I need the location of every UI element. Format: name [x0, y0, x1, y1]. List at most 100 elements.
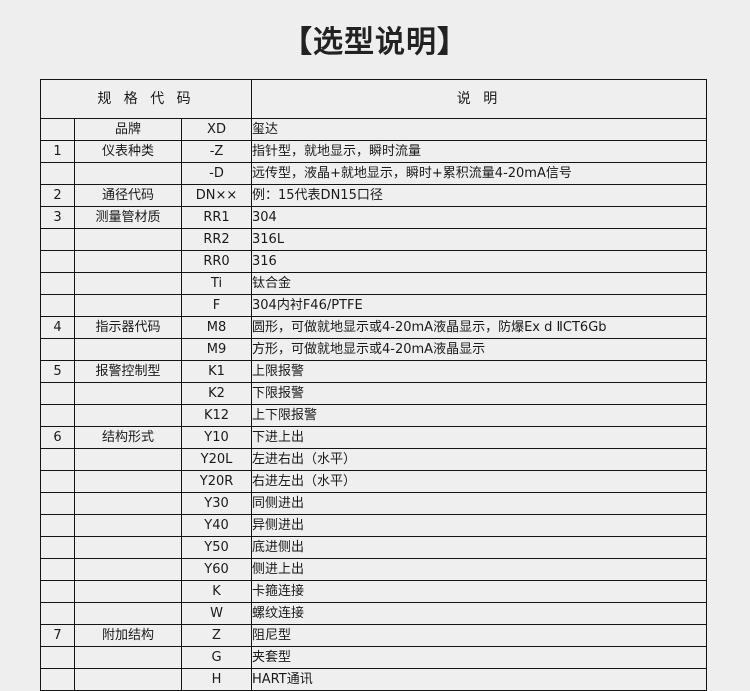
table-row: RR2 316L	[40, 228, 708, 251]
table-row: -D 远传型，液晶+就地显示，瞬时+累积流量4-20mA信号	[40, 162, 708, 185]
row-index-cell	[40, 448, 75, 471]
row-name-cell	[74, 294, 182, 317]
row-name-cell	[74, 646, 182, 669]
row-index-cell	[40, 294, 75, 317]
table-row: K 卡箍连接	[40, 580, 708, 603]
table-row: Y50 底进侧出	[40, 536, 708, 559]
row-code-cell: Ti	[180, 272, 253, 295]
page-title: 【选型说明】	[282, 25, 468, 60]
row-description-cell: 例：15代表DN15口径	[251, 184, 708, 207]
row-code-cell: W	[180, 602, 253, 625]
table-row: H HART通讯	[40, 668, 708, 691]
row-name-cell: 报警控制型	[74, 360, 182, 383]
row-name-cell	[74, 470, 182, 493]
row-name-cell	[74, 580, 182, 603]
row-description-cell: 指针型，就地显示，瞬时流量	[251, 140, 708, 163]
table-row: G 夹套型	[40, 646, 708, 669]
row-code-cell: RR2	[180, 228, 253, 251]
row-index-cell	[40, 602, 75, 625]
row-index-cell	[40, 272, 75, 295]
row-name-cell	[74, 404, 182, 427]
row-index-cell	[40, 338, 75, 361]
row-description-cell: 316	[251, 250, 708, 273]
table-row: 2 通径代码 DN×× 例：15代表DN15口径	[40, 184, 708, 207]
row-name-cell	[74, 250, 182, 273]
row-description-cell: 上限报警	[251, 360, 708, 383]
row-code-cell: Y20R	[180, 470, 253, 493]
row-index-cell: 4	[40, 316, 75, 339]
row-index-cell	[40, 668, 75, 691]
table-row: Y20R 右进左出（水平）	[40, 470, 708, 493]
row-index-cell: 5	[40, 360, 75, 383]
row-index-cell: 3	[40, 206, 75, 229]
row-name-cell	[74, 558, 182, 581]
row-code-cell: Y20L	[180, 448, 253, 471]
row-description-cell: 右进左出（水平）	[251, 470, 708, 493]
specification-table: 规 格 代 码 说 明 品牌 XD 玺达 1 仪表种类 -Z 指针型，就地显示，瞬时流量 -D…	[39, 79, 708, 691]
row-description-cell: 夹套型	[251, 646, 708, 669]
row-description-cell: 304	[251, 206, 708, 229]
row-code-cell: Y10	[180, 426, 253, 449]
row-code-cell: DN××	[180, 184, 253, 207]
row-name-cell	[74, 536, 182, 559]
row-description-cell: 316L	[251, 228, 708, 251]
row-name-cell	[74, 228, 182, 251]
row-description-cell: HART通讯	[251, 668, 708, 691]
row-description-cell: 钛合金	[251, 272, 708, 295]
table-row: W 螺纹连接	[40, 602, 708, 625]
row-code-cell: G	[180, 646, 253, 669]
table-header: 规 格 代 码 说 明	[39, 79, 708, 119]
row-description-cell: 侧进上出	[251, 558, 708, 581]
row-description-cell: 方形，可做就地显示或4-20mA液晶显示	[251, 338, 708, 361]
row-name-cell: 品牌	[74, 118, 182, 141]
table-row: F 304内衬F46/PTFE	[40, 294, 708, 317]
table-body: 品牌 XD 玺达 1 仪表种类 -Z 指针型，就地显示，瞬时流量 -D 远传型，液晶+就地显示，…	[40, 118, 708, 691]
row-code-cell: -D	[180, 162, 253, 185]
row-description-cell: 304内衬F46/PTFE	[251, 294, 708, 317]
row-index-cell	[40, 514, 75, 537]
row-index-cell	[40, 118, 75, 141]
row-code-cell: K2	[180, 382, 253, 405]
row-code-cell: RR0	[180, 250, 253, 273]
table-row: 4 指示器代码 M8 圆形，可做就地显示或4-20mA液晶显示，防爆Ex d ⅡCT6…	[40, 316, 708, 339]
row-index-cell	[40, 558, 75, 581]
row-name-cell	[74, 162, 182, 185]
row-index-cell	[40, 492, 75, 515]
row-name-cell: 测量管材质	[74, 206, 182, 229]
row-code-cell: -Z	[180, 140, 253, 163]
row-name-cell	[74, 514, 182, 537]
table-row: 3 测量管材质 RR1 304	[40, 206, 708, 229]
table-row: K12 上下限报警	[40, 404, 708, 427]
table-row: RR0 316	[40, 250, 708, 273]
row-description-cell: 上下限报警	[251, 404, 708, 427]
row-description-cell: 异侧进出	[251, 514, 708, 537]
header-description: 说 明	[251, 79, 708, 119]
table-row: Y60 侧进上出	[40, 558, 708, 581]
row-index-cell	[40, 228, 75, 251]
row-description-cell: 阻尼型	[251, 624, 708, 647]
row-description-cell: 卡箍连接	[251, 580, 708, 603]
row-code-cell: XD	[180, 118, 253, 141]
row-description-cell: 同侧进出	[251, 492, 708, 515]
table-row: M9 方形，可做就地显示或4-20mA液晶显示	[40, 338, 708, 361]
row-name-cell: 结构形式	[74, 426, 182, 449]
row-index-cell: 6	[40, 426, 75, 449]
row-index-cell	[40, 404, 75, 427]
table-row: Y20L 左进右出（水平）	[40, 448, 708, 471]
row-code-cell: RR1	[180, 206, 253, 229]
row-index-cell	[40, 470, 75, 493]
row-code-cell: Y50	[180, 536, 253, 559]
row-name-cell: 通径代码	[74, 184, 182, 207]
row-index-cell	[40, 162, 75, 185]
row-description-cell: 玺达	[251, 118, 708, 141]
row-description-cell: 螺纹连接	[251, 602, 708, 625]
row-code-cell: K	[180, 580, 253, 603]
row-description-cell: 远传型，液晶+就地显示，瞬时+累积流量4-20mA信号	[251, 162, 708, 185]
row-code-cell: Y40	[180, 514, 253, 537]
row-code-cell: M9	[180, 338, 253, 361]
row-name-cell: 仪表种类	[74, 140, 182, 163]
row-code-cell: K1	[180, 360, 253, 383]
row-name-cell	[74, 272, 182, 295]
row-code-cell: H	[180, 668, 253, 691]
row-code-cell: F	[180, 294, 253, 317]
